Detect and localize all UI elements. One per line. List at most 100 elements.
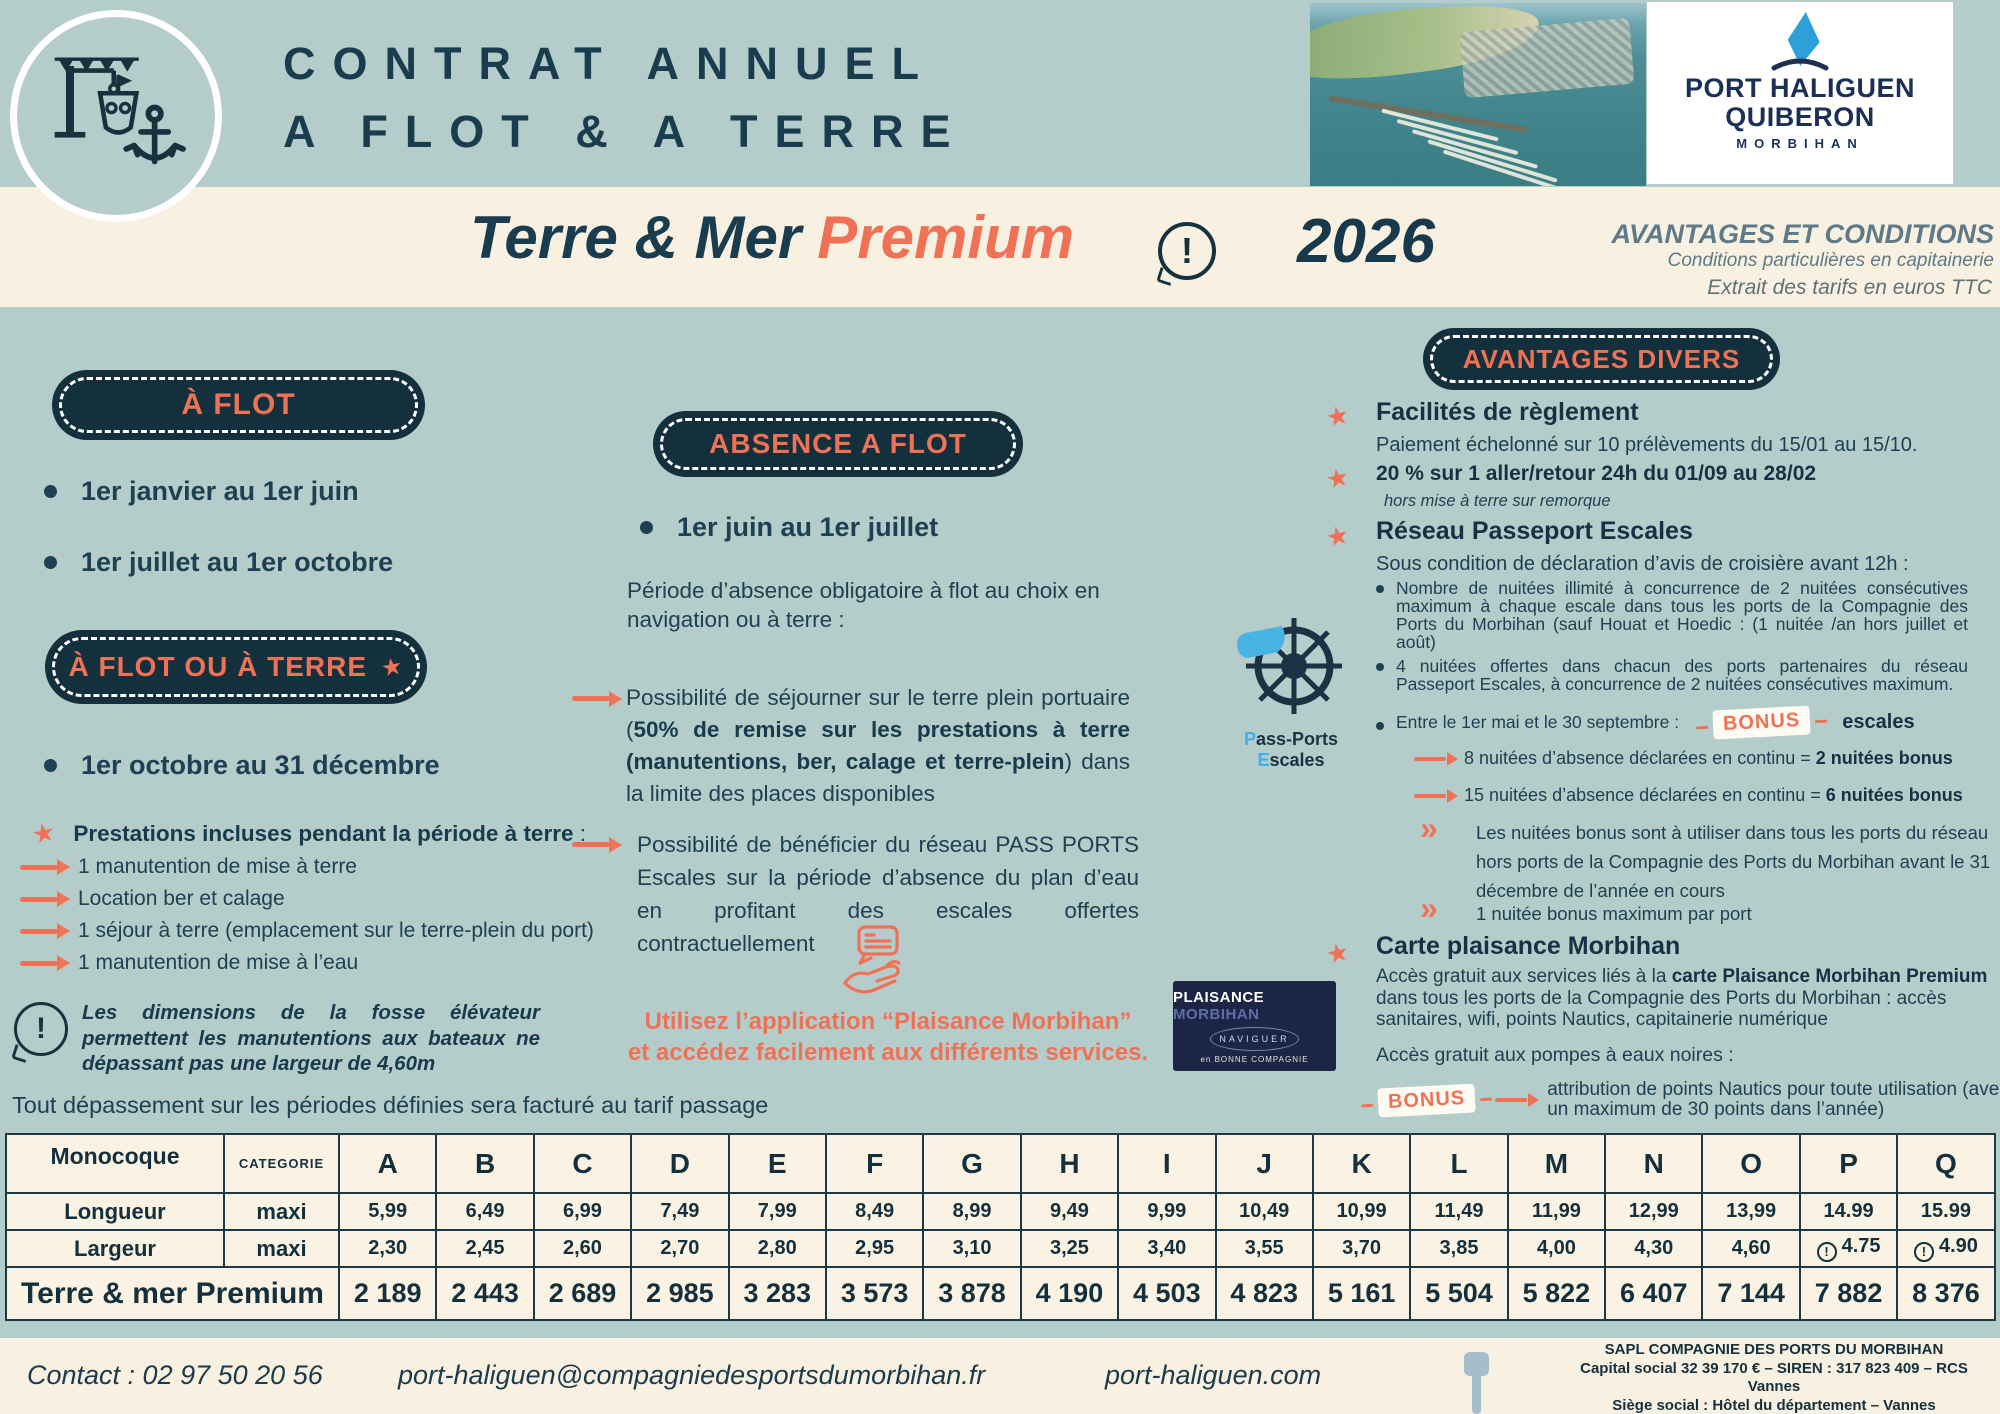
naviguer-badge: NAVIGUER — [1210, 1026, 1299, 1051]
monocoque-header: Monocoque — [5, 1133, 225, 1194]
title-band — [0, 187, 2000, 307]
website: port-haliguen.com — [1105, 1360, 1322, 1390]
bullet-icon — [44, 485, 57, 498]
conditions-sub: Conditions particulières en capitainerie — [1667, 250, 1994, 271]
passport-option-text: Possibilité de bénéficier du réseau PASS… — [637, 832, 1139, 956]
payment-title: Facilités de règlement — [1376, 398, 1639, 426]
categorie-header: CATEGORIE — [223, 1133, 340, 1194]
stay-option-text: Possibilité de séjourner sur le terre pl… — [626, 685, 1130, 806]
largeur-value: !2,30 — [337, 1229, 438, 1268]
largeur-value: !2,60 — [532, 1229, 633, 1268]
premium-price: 4 823 — [1214, 1266, 1314, 1321]
passport-bullet-1: Nombre de nuitées illimité à concurrence… — [1376, 579, 1968, 651]
premium-label: Terre & mer Premium — [5, 1266, 340, 1321]
port-crest — [10, 10, 222, 222]
contact-email: port-haliguen@compagniedesportsdumorbiha… — [398, 1360, 986, 1390]
year: 2026 — [1297, 207, 1435, 276]
longueur-value: !11,49 — [1409, 1192, 1509, 1231]
overrun-note: Tout dépassement sur les périodes défini… — [12, 1092, 769, 1118]
card-title: Carte plaisance Morbihan — [1376, 932, 1681, 960]
longueur-value: !8,99 — [922, 1192, 1022, 1231]
premium-price: 7 144 — [1701, 1266, 1801, 1321]
largeur-value: !2,45 — [435, 1229, 535, 1268]
largeur-value: !3,85 — [1409, 1229, 1509, 1268]
product-name: Terre & Mer — [470, 204, 802, 271]
largeur-value: ! 4.75 — [1798, 1229, 1899, 1268]
absence-a-flot-badge: ABSENCE A FLOT — [653, 411, 1023, 477]
absence-period-list: 1er juin au 1er juillet — [640, 512, 938, 543]
passport-bullet-2: 4 nuitées offertes dans chacun des ports… — [1376, 657, 1968, 693]
premium-price: 2 985 — [630, 1266, 730, 1321]
premium-price: 7 882 — [1798, 1266, 1899, 1321]
arrow-icon — [20, 960, 58, 966]
premium-price: 5 822 — [1506, 1266, 1607, 1321]
longueur-value: !12,99 — [1604, 1192, 1704, 1231]
warning-bubble-icon: ! — [14, 1002, 68, 1056]
passport-bullet-3: Entre le 1er mai et le 30 septembre : BO… — [1376, 705, 1915, 740]
chevrons-icon: » — [1420, 890, 1438, 926]
bullet-icon — [1376, 663, 1384, 671]
premium-price: 5 161 — [1311, 1266, 1412, 1321]
largeur-value: !3,70 — [1311, 1229, 1412, 1268]
category-letter: M — [1506, 1133, 1607, 1194]
category-letter: C — [532, 1133, 633, 1194]
bonus-note-1: Les nuitées bonus sont à utiliser dans t… — [1476, 822, 1991, 901]
category-letter: Q — [1896, 1133, 1996, 1194]
longueur-value: !11,99 — [1506, 1192, 1607, 1231]
premium-price: 3 573 — [824, 1266, 925, 1321]
main-title: CONTRAT ANNUEL A FLOT & A TERRE — [283, 30, 967, 166]
category-letter: O — [1701, 1133, 1801, 1194]
category-letter: E — [727, 1133, 827, 1194]
crane-boat-anchor-icon — [54, 57, 186, 165]
escales-bold: escales — [1842, 711, 1915, 733]
category-letter: B — [435, 1133, 535, 1194]
arrow-icon — [20, 928, 58, 934]
legal-line3: Siège social : Hôtel du département – Va… — [1612, 1396, 1936, 1414]
payment-body: Paiement échelonné sur 10 prélèvements d… — [1376, 434, 1918, 456]
arrow-icon — [20, 896, 58, 902]
harbor-photo — [1310, 3, 1646, 186]
included-services-list: 1 manutention de mise à terre Location b… — [20, 855, 594, 984]
arrow-icon — [572, 842, 610, 847]
tariff-extract-note: Extrait des tarifs en euros TTC — [1707, 276, 1992, 299]
maxi-label: maxi — [223, 1192, 340, 1231]
discount-title: 20 % sur 1 aller/retour 24h du 01/09 au … — [1376, 462, 1817, 485]
largeur-value: !2,70 — [630, 1229, 730, 1268]
star-icon: ★ — [1323, 935, 1353, 971]
longueur-value: !10,49 — [1214, 1192, 1314, 1231]
port-logo: PORT HALIGUEN QUIBERON MORBIHAN — [1647, 2, 1953, 184]
card-body: Accès gratuit aux services liés à la car… — [1376, 966, 1988, 1030]
contact-phone: Contact : 02 97 50 20 56 — [27, 1360, 323, 1390]
sail-icon — [1771, 11, 1829, 71]
largeur-value: !3,40 — [1117, 1229, 1217, 1268]
alert-bubble-icon: ! — [1158, 222, 1216, 280]
premium-price: 3 878 — [922, 1266, 1022, 1321]
longueur-value: !9,49 — [1019, 1192, 1120, 1231]
bullet-icon — [1376, 585, 1384, 593]
passport-title: Réseau Passeport Escales — [1376, 517, 1693, 545]
star-icon: ★ — [29, 815, 59, 851]
longueur-value: !7,99 — [727, 1192, 827, 1231]
map-pin-icon — [1464, 1352, 1489, 1414]
legal-line1: SAPL COMPAGNIE DES PORTS DU MORBIHAN — [1604, 1341, 1944, 1358]
premium-price: 2 443 — [435, 1266, 535, 1321]
lift-warning: Les dimensions de la fosse élévateur per… — [82, 1001, 540, 1075]
period-item: 1er janvier au 1er juin — [44, 476, 393, 507]
category-letter: K — [1311, 1133, 1412, 1194]
avantages-divers-badge: AVANTAGES DIVERS — [1423, 328, 1780, 390]
ship-wheel-icon — [1237, 618, 1342, 714]
bullet-icon — [1376, 721, 1384, 730]
premium-highlight: Premium — [817, 204, 1074, 271]
period-item: 1er juillet au 1er octobre — [44, 547, 393, 578]
included-service-item: Location ber et calage — [20, 887, 594, 910]
category-letter: H — [1019, 1133, 1120, 1194]
passport-escales-logo: Pass-Ports Escales — [1216, 616, 1366, 771]
discount-note: hors mise à terre sur remorque — [1384, 492, 1611, 510]
main-title-line1: CONTRAT ANNUEL — [283, 38, 936, 89]
app-promo-icon — [840, 924, 906, 1009]
bullet-icon — [640, 521, 653, 534]
category-letter: P — [1798, 1133, 1899, 1194]
